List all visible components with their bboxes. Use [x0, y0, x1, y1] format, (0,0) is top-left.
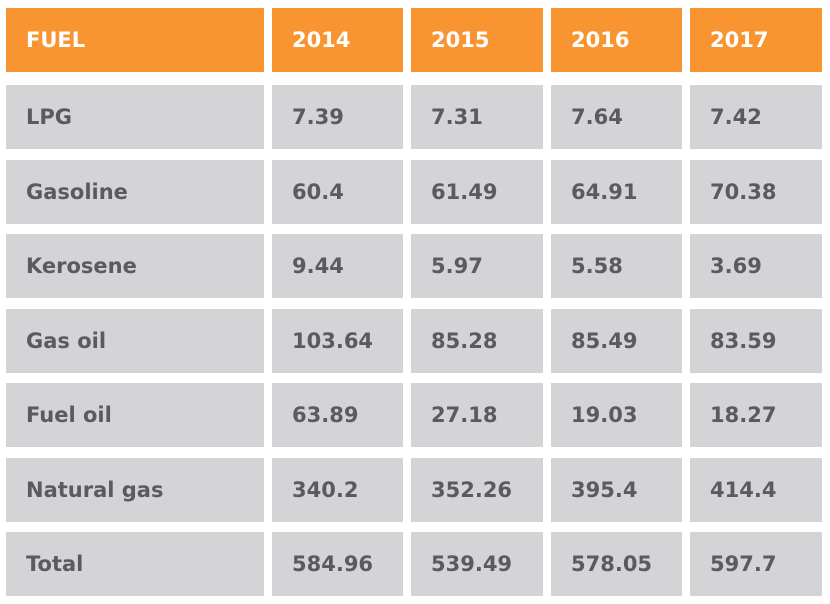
value-cell: 584.96	[272, 532, 403, 596]
value-cell: 7.42	[690, 85, 822, 149]
value-cell: 340.2	[272, 458, 403, 522]
value-cell: 414.4	[690, 458, 822, 522]
value-cell: 395.4	[551, 458, 682, 522]
row-label: Kerosene	[6, 234, 264, 298]
value-cell: 5.97	[411, 234, 543, 298]
header-cell: 2017	[690, 8, 822, 72]
value-cell: 9.44	[272, 234, 403, 298]
header-cell: FUEL	[6, 8, 264, 72]
header-cell: 2016	[551, 8, 682, 72]
value-cell: 63.89	[272, 383, 403, 447]
value-cell: 103.64	[272, 309, 403, 373]
value-cell: 27.18	[411, 383, 543, 447]
value-cell: 597.7	[690, 532, 822, 596]
value-cell: 5.58	[551, 234, 682, 298]
value-cell: 352.26	[411, 458, 543, 522]
row-label: Fuel oil	[6, 383, 264, 447]
value-cell: 85.49	[551, 309, 682, 373]
row-label: Total	[6, 532, 264, 596]
value-cell: 7.39	[272, 85, 403, 149]
row-label: LPG	[6, 85, 264, 149]
value-cell: 18.27	[690, 383, 822, 447]
header-cell: 2014	[272, 8, 403, 72]
header-cell: 2015	[411, 8, 543, 72]
row-label: Gas oil	[6, 309, 264, 373]
value-cell: 64.91	[551, 160, 682, 224]
value-cell: 83.59	[690, 309, 822, 373]
value-cell: 60.4	[272, 160, 403, 224]
value-cell: 70.38	[690, 160, 822, 224]
value-cell: 61.49	[411, 160, 543, 224]
value-cell: 578.05	[551, 532, 682, 596]
value-cell: 19.03	[551, 383, 682, 447]
value-cell: 7.31	[411, 85, 543, 149]
value-cell: 3.69	[690, 234, 822, 298]
value-cell: 539.49	[411, 532, 543, 596]
value-cell: 85.28	[411, 309, 543, 373]
row-label: Natural gas	[6, 458, 264, 522]
value-cell: 7.64	[551, 85, 682, 149]
row-label: Gasoline	[6, 160, 264, 224]
